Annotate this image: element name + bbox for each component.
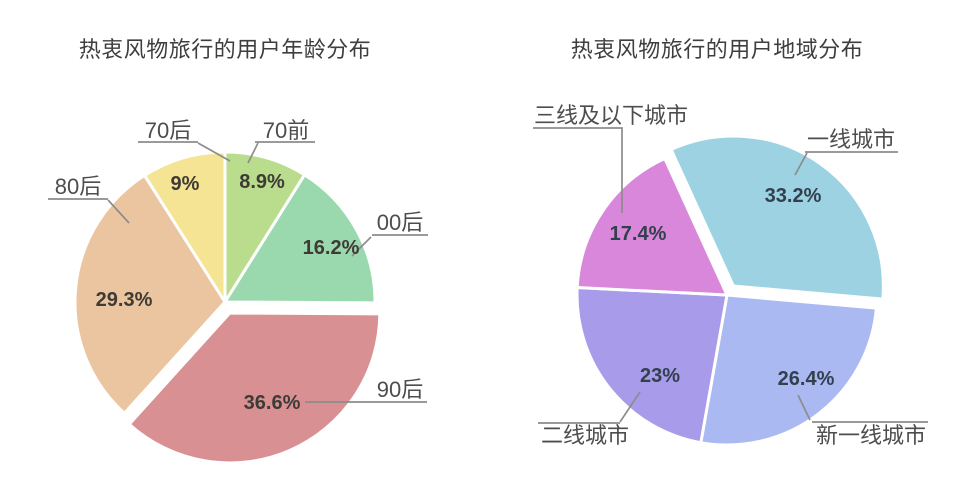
value-label-0: 33.2% <box>765 185 822 207</box>
value-label-0: 8.9% <box>239 171 285 193</box>
category-label-0: 70前 <box>263 118 309 143</box>
value-label-3: 29.3% <box>96 289 153 311</box>
category-label-1: 新一线城市 <box>816 423 926 448</box>
region-distribution-pie-chart: 热衷风物旅行的用户地域分布 一线城市新一线城市 二线城市 三线及以下城市 33.2% 2… <box>485 0 969 496</box>
category-label-3: 80后 <box>55 174 101 199</box>
category-label-3: 三线及以下城市 <box>534 103 688 128</box>
callout-leader-line <box>794 152 808 176</box>
value-label-2: 36.6% <box>244 392 301 414</box>
value-label-1: 16.2% <box>303 237 360 259</box>
pie-slice-0 <box>669 134 885 301</box>
pie-slice-1 <box>223 173 377 305</box>
callout-leader-line <box>107 199 130 224</box>
category-label-0: 一线城市 <box>807 127 895 152</box>
value-label-1: 26.4% <box>778 368 835 390</box>
age-chart-title: 热衷风物旅行的用户年龄分布 <box>78 37 372 62</box>
pie-slice-2 <box>127 311 382 465</box>
callout-leader-line <box>533 127 623 213</box>
pie-slice-2 <box>575 286 729 445</box>
pie-slice-1 <box>699 293 878 447</box>
value-label-4: 9% <box>171 173 200 195</box>
category-label-2: 二线城市 <box>541 423 629 448</box>
category-label-2: 90后 <box>377 377 423 402</box>
pie-slice-4 <box>143 150 227 304</box>
region-chart-title: 热衷风物旅行的用户地域分布 <box>570 37 864 62</box>
callout-leader-line <box>619 391 641 423</box>
age-pie-canvas: 70前 00后 90后 80后 70后 8.9% 16.2% 36.6% 29.3% 9% <box>48 118 428 465</box>
callout-leader-line <box>351 236 372 257</box>
category-label-1: 00后 <box>377 210 423 235</box>
callout-leader-line <box>797 394 811 421</box>
callout-leader-line <box>197 142 231 162</box>
pie-slice-3 <box>575 157 729 297</box>
value-label-2: 23% <box>640 365 680 387</box>
category-label-4: 70后 <box>145 118 191 143</box>
value-label-3: 17.4% <box>610 223 667 245</box>
callout-leader-line <box>247 142 259 164</box>
pie-slice-3 <box>73 173 227 415</box>
pie-slice-0 <box>223 150 307 304</box>
age-distribution-pie-chart: 热衷风物旅行的用户年龄分布 70前 00后 90后 80后 70后 8.9% 16.2% 36… <box>48 37 428 465</box>
